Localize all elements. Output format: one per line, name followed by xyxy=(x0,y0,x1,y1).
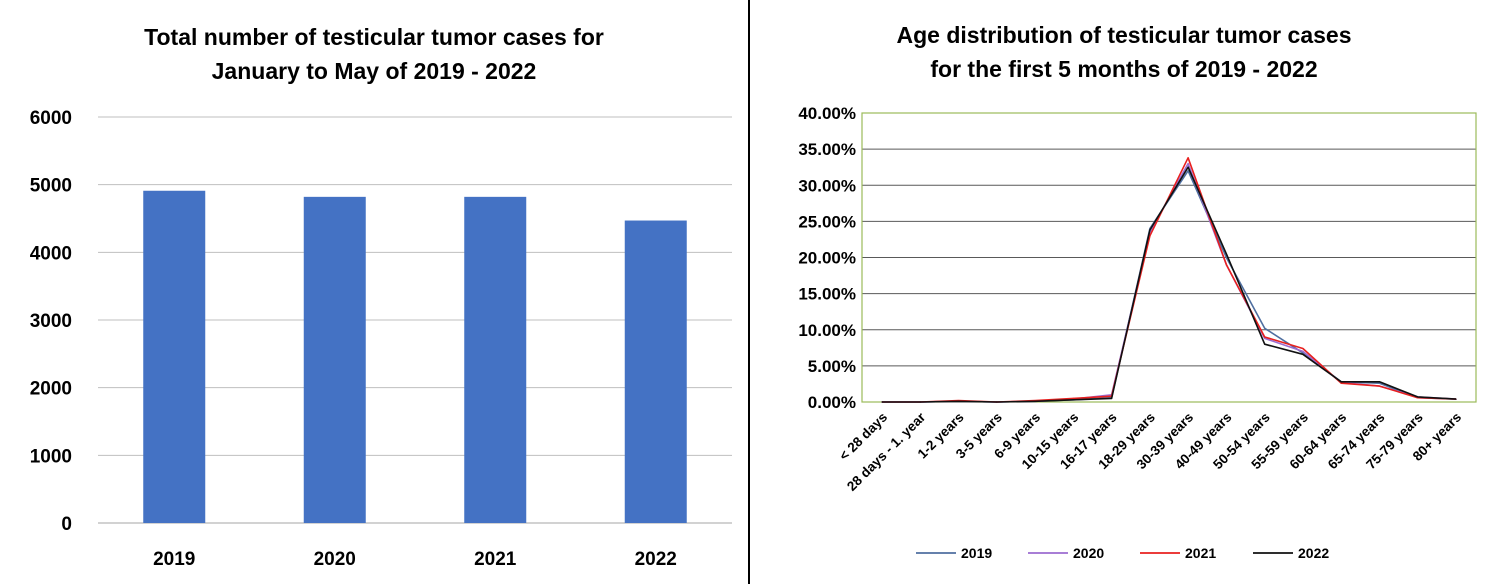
bar-y-tick-label: 3000 xyxy=(30,311,72,332)
series-point-2022 xyxy=(1149,229,1151,231)
line-y-tick-label: 30.00% xyxy=(798,176,856,195)
bar-2022 xyxy=(624,220,687,523)
series-point-2021 xyxy=(1149,235,1151,237)
bar-chart-panel: Total number of testicular tumor cases f… xyxy=(0,0,750,584)
bar-x-tick-label: 2019 xyxy=(153,549,195,570)
series-point-2022 xyxy=(919,401,921,403)
bar-y-tick-label: 6000 xyxy=(30,108,72,129)
series-point-2021 xyxy=(1187,157,1189,159)
line-plot-border xyxy=(861,112,1477,403)
legend-label-2020: 2020 xyxy=(1073,545,1104,561)
series-point-2022 xyxy=(1264,343,1266,345)
series-point-2022 xyxy=(1111,397,1113,399)
series-point-2020 xyxy=(1264,337,1266,340)
series-point-2021 xyxy=(1340,382,1342,384)
line-chart-title-line-1: Age distribution of testicular tumor cas… xyxy=(896,22,1352,48)
series-point-2019 xyxy=(1187,170,1189,172)
series-line-2019 xyxy=(882,170,1457,403)
bar-chart-svg: 0 1000 2000 3000 4000 5000 6000 2019 2020 2021 202… xyxy=(30,108,732,570)
bar-y-tick-label: 0 xyxy=(61,514,72,535)
series-point-2022 xyxy=(1302,353,1304,355)
series-point-2021 xyxy=(1072,397,1074,399)
series-point-2019 xyxy=(1225,256,1227,259)
series-point-2019 xyxy=(1264,327,1266,329)
line-y-tick-label: 15.00% xyxy=(798,285,856,304)
series-point-2020 xyxy=(1187,162,1189,165)
line-y-tick-label: 0.00% xyxy=(808,393,856,412)
bar-2021 xyxy=(464,196,527,523)
line-y-tick-label: 25.00% xyxy=(798,212,856,231)
series-point-2021 xyxy=(1264,336,1266,338)
bar-chart-title-line-1: Total number of testicular tumor cases f… xyxy=(144,24,604,50)
line-y-tick-label: 10.00% xyxy=(798,321,856,340)
series-point-2021 xyxy=(1378,385,1381,387)
bar-y-tick-label: 1000 xyxy=(30,446,72,467)
line-y-tick-label: 35.00% xyxy=(798,140,856,159)
series-point-2021 xyxy=(1302,347,1304,350)
series-point-2022 xyxy=(996,401,998,403)
bar-chart-title: Total number of testicular tumor cases f… xyxy=(0,20,748,88)
line-chart-svg: 0.00% 5.00% 10.00% 15.00% 20.00% 25.00% 30.00%… xyxy=(798,104,1477,561)
line-y-tick-label: 5.00% xyxy=(808,357,856,376)
series-point-2022 xyxy=(1187,166,1189,168)
series-point-2022 xyxy=(1417,396,1419,398)
line-chart-title-line-2: for the first 5 months of 2019 - 2022 xyxy=(930,56,1318,82)
bar-x-tick-label: 2020 xyxy=(314,549,356,570)
series-line-2022 xyxy=(882,166,1457,403)
line-y-tick-label: 20.00% xyxy=(798,249,856,268)
series-point-2022 xyxy=(1225,253,1227,255)
series-point-2019 xyxy=(1378,382,1381,384)
series-point-2022 xyxy=(1340,381,1342,383)
bar-y-tick-label: 2000 xyxy=(30,379,72,400)
legend-label-2022: 2022 xyxy=(1298,545,1329,561)
bar-2020 xyxy=(303,196,366,523)
line-y-tick-label: 40.00% xyxy=(798,104,856,123)
bar-y-tick-label: 5000 xyxy=(30,176,72,197)
line-chart-title: Age distribution of testicular tumor cas… xyxy=(750,18,1498,86)
series-point-2022 xyxy=(1455,398,1457,400)
bar-2019 xyxy=(143,190,206,524)
bar-chart-title-line-2: January to May of 2019 - 2022 xyxy=(211,58,537,84)
series-point-2020 xyxy=(1302,350,1304,353)
series-point-2022 xyxy=(1072,399,1074,401)
series-point-2022 xyxy=(881,401,883,403)
series-point-2022 xyxy=(957,400,960,402)
series-point-2022 xyxy=(1034,400,1036,402)
legend-label-2019: 2019 xyxy=(961,545,992,561)
series-line-2021 xyxy=(882,157,1457,403)
series-point-2022 xyxy=(1378,381,1381,383)
bar-x-tick-label: 2022 xyxy=(635,549,677,570)
bar-x-tick-label: 2021 xyxy=(474,549,517,570)
bar-y-tick-label: 4000 xyxy=(30,243,72,264)
legend-label-2021: 2021 xyxy=(1185,545,1216,561)
line-chart-panel: Age distribution of testicular tumor cas… xyxy=(750,0,1498,584)
series-point-2021 xyxy=(1225,264,1227,266)
